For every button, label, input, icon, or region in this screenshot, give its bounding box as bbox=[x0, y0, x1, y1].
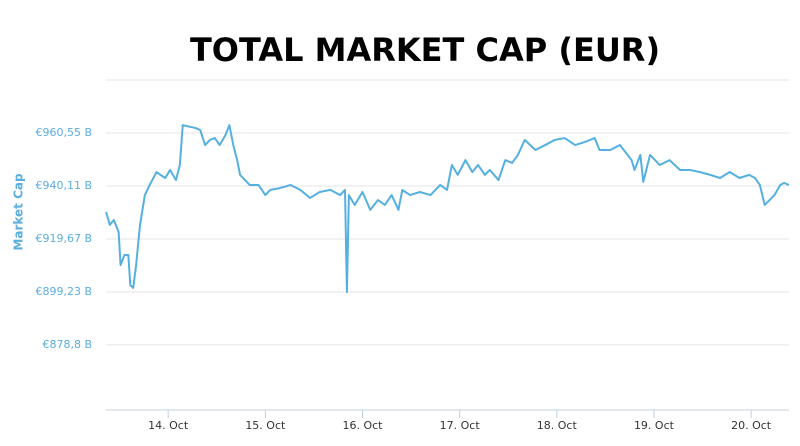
x-tick-label: 16. Oct bbox=[342, 419, 383, 432]
x-tick-label: 14. Oct bbox=[148, 419, 189, 432]
x-tick-label: 18. Oct bbox=[537, 419, 578, 432]
y-axis-label: Market Cap bbox=[12, 173, 26, 251]
chart-title: TOTAL MARKET CAP (EUR) bbox=[190, 31, 660, 69]
x-tick-label: 17. Oct bbox=[440, 419, 481, 432]
x-tick-label: 19. Oct bbox=[634, 419, 675, 432]
y-tick-label: €919,67 B bbox=[35, 232, 92, 245]
x-tick-label: 20. Oct bbox=[731, 419, 772, 432]
y-tick-label: €960,55 B bbox=[35, 126, 92, 139]
y-tick-label: €878,8 B bbox=[42, 338, 92, 351]
line bbox=[105, 124, 790, 294]
y-tick-label: €899,23 B bbox=[35, 285, 92, 298]
x-tick-label: 15. Oct bbox=[245, 419, 286, 432]
y-tick-label: €940,11 B bbox=[35, 179, 92, 192]
